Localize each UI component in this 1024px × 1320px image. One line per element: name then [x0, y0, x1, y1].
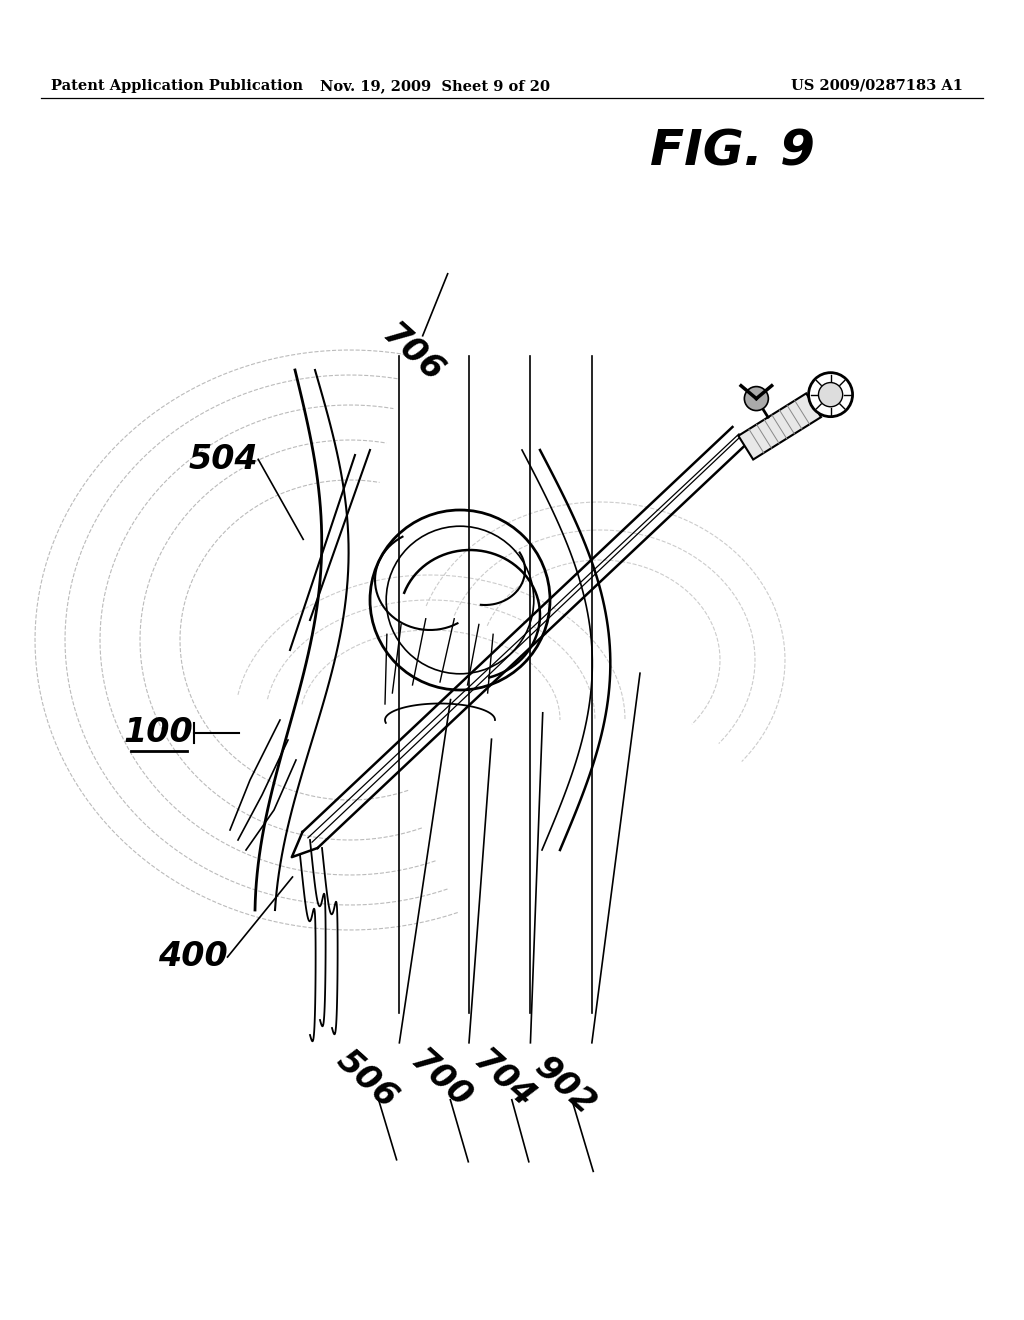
Text: 902: 902: [528, 1051, 602, 1122]
Circle shape: [744, 387, 768, 411]
Text: 100: 100: [124, 715, 194, 750]
Text: 700: 700: [403, 1044, 477, 1115]
Text: 704: 704: [467, 1044, 541, 1115]
Circle shape: [809, 372, 853, 417]
Text: FIG. 9: FIG. 9: [650, 128, 815, 176]
Text: 706: 706: [376, 318, 450, 389]
Text: 504: 504: [188, 442, 258, 475]
Text: Patent Application Publication: Patent Application Publication: [51, 79, 303, 92]
Text: 506: 506: [330, 1044, 403, 1115]
Text: Nov. 19, 2009  Sheet 9 of 20: Nov. 19, 2009 Sheet 9 of 20: [321, 79, 550, 92]
Circle shape: [818, 383, 843, 407]
Text: 400: 400: [158, 940, 227, 974]
Text: US 2009/0287183 A1: US 2009/0287183 A1: [791, 79, 963, 92]
Polygon shape: [738, 393, 821, 459]
